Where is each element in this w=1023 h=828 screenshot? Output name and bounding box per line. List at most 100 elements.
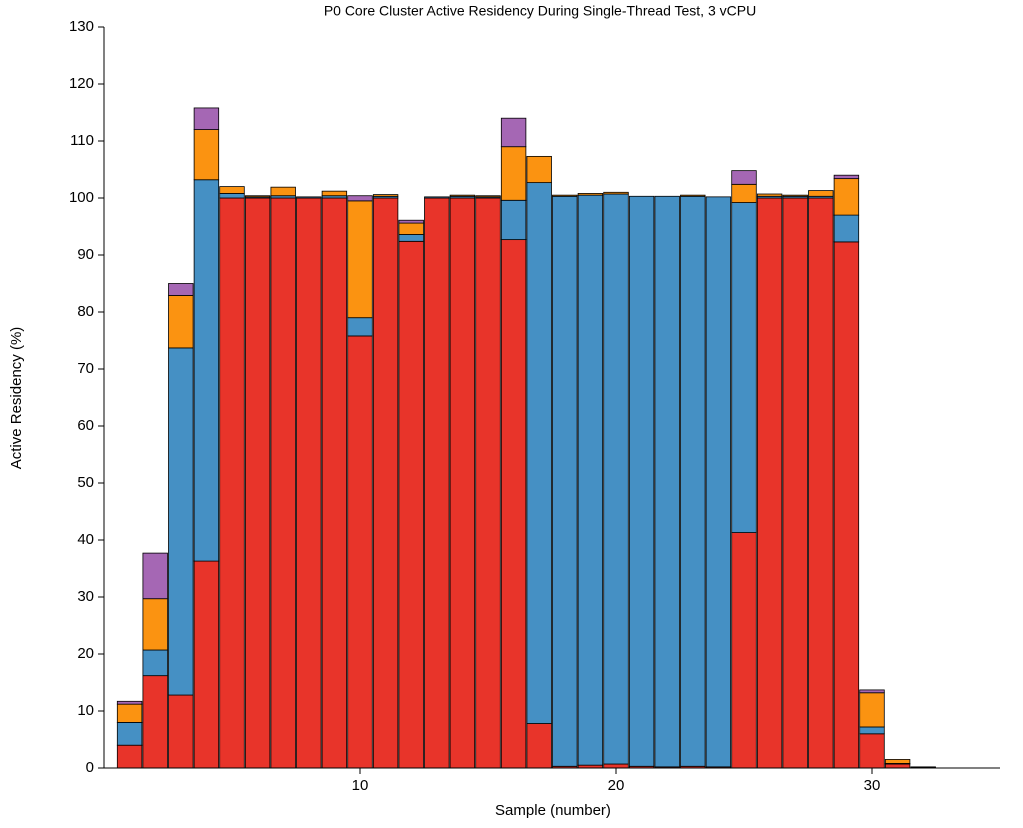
bar-segment — [884, 759, 911, 764]
y-axis-label: Active Residency (%) — [8, 327, 25, 470]
bar-segment — [705, 196, 732, 768]
bar-segment — [731, 532, 757, 769]
bar-segment — [654, 195, 680, 768]
bar-segment — [859, 689, 885, 694]
bar-segment — [449, 194, 476, 197]
bar-segment — [628, 195, 655, 767]
bar-segment — [347, 195, 373, 202]
y-tick-label: 90 — [77, 246, 94, 263]
y-tick-label: 100 — [69, 189, 94, 206]
bar-segment — [219, 193, 245, 199]
bar-segment — [500, 199, 527, 241]
x-axis-label: Sample (number) — [495, 802, 611, 819]
bar-segment — [116, 722, 143, 746]
bar-segment — [142, 649, 168, 677]
bar-segment — [347, 335, 373, 769]
bar-segment — [372, 194, 399, 197]
bar-segment — [193, 179, 220, 562]
bar-segment — [833, 178, 860, 216]
bar-segment — [833, 174, 860, 180]
bar-segment — [782, 197, 808, 769]
bar-segment — [168, 295, 194, 349]
y-tick-label: 50 — [77, 474, 94, 491]
bar-segment — [475, 197, 501, 769]
bar-segment — [116, 703, 143, 723]
bar-segment — [193, 560, 220, 769]
bar-segment — [808, 197, 834, 769]
bar-segment — [833, 241, 860, 769]
bar-segment — [859, 692, 885, 728]
bar-segment — [244, 197, 271, 769]
bar-segment — [193, 129, 220, 181]
bar-segment — [321, 197, 348, 769]
y-tick-label: 0 — [86, 759, 94, 776]
y-tick-label: 40 — [77, 531, 94, 548]
bar-segment — [449, 197, 476, 769]
bar-segment — [782, 194, 808, 197]
y-tick-label: 70 — [77, 360, 94, 377]
y-tick-label: 60 — [77, 417, 94, 434]
bar-segment — [296, 197, 322, 769]
x-tick-label: 20 — [608, 777, 625, 794]
bar-segment — [347, 200, 373, 319]
bar-segment — [142, 552, 168, 600]
bar-segment — [270, 186, 296, 197]
bar-segment — [270, 197, 296, 769]
bar-segment — [116, 744, 143, 769]
bar-segment — [577, 193, 604, 196]
bar-segment — [142, 598, 168, 651]
bar-segment — [552, 195, 578, 767]
bar-segment — [398, 240, 424, 769]
bar-segment — [884, 763, 911, 769]
bar-segment — [168, 694, 194, 769]
bar-segment — [680, 194, 706, 197]
bar-segment — [756, 197, 783, 769]
bar-segment — [833, 214, 860, 243]
bar-segment — [168, 283, 194, 296]
bar-segment — [526, 182, 552, 724]
bar-segment — [603, 763, 629, 769]
y-tick-label: 10 — [77, 702, 94, 719]
bar-segment — [731, 202, 757, 533]
bar-segment — [552, 194, 578, 197]
bar-segment — [731, 170, 757, 185]
bar-segment — [526, 155, 552, 184]
bar-segment — [680, 195, 706, 767]
bar-segment — [347, 317, 373, 337]
bar-segment — [731, 183, 757, 203]
y-tick-label: 30 — [77, 588, 94, 605]
bar-segment — [244, 195, 271, 198]
bar-segment — [577, 194, 604, 766]
bar-segment — [808, 190, 834, 197]
x-tick-label: 10 — [352, 777, 369, 794]
bar-segment — [219, 197, 245, 769]
bar-segment — [500, 239, 527, 769]
bar-segment — [372, 197, 399, 769]
bar-segment — [910, 766, 936, 768]
bar-segment — [142, 675, 168, 769]
bar-segment — [500, 146, 527, 201]
bar-segment — [424, 197, 450, 769]
bar-segment — [219, 186, 245, 194]
y-tick-label: 20 — [77, 645, 94, 662]
bar-segment — [500, 117, 527, 148]
x-tick-label: 30 — [864, 777, 881, 794]
bar-segment — [526, 723, 552, 769]
bar-segment — [603, 191, 629, 195]
bar-segment — [756, 193, 783, 197]
y-tick-label: 110 — [70, 132, 94, 149]
bar-segment — [475, 195, 501, 198]
y-tick-label: 80 — [77, 303, 94, 320]
bar-segment — [859, 733, 885, 769]
bar-segment — [321, 190, 348, 197]
bar-segment — [398, 219, 424, 224]
bar-segment — [859, 726, 885, 735]
y-tick-label: 120 — [69, 75, 94, 92]
y-tick-label: 130 — [69, 18, 94, 35]
bar-segment — [168, 347, 194, 696]
bar-segment — [603, 193, 629, 765]
chart-title: P0 Core Cluster Active Residency During … — [324, 3, 756, 19]
bar-segment — [424, 196, 450, 199]
bar-segment — [398, 234, 424, 242]
